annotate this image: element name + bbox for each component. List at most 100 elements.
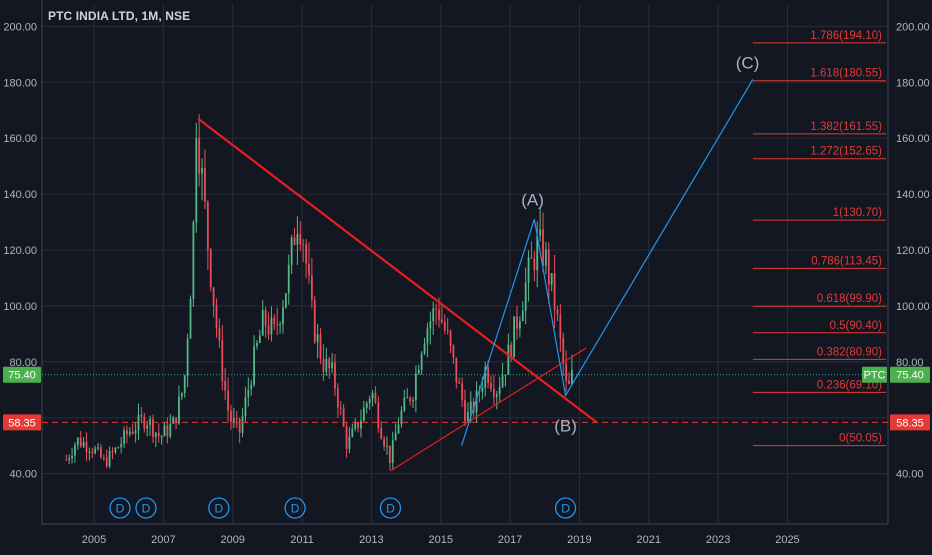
candle-body xyxy=(351,428,354,437)
candle-body xyxy=(530,257,533,259)
candle-body xyxy=(169,423,172,437)
candle-body xyxy=(539,229,542,236)
candle-body xyxy=(469,401,472,412)
candle-body xyxy=(568,380,570,385)
candle-body xyxy=(183,375,186,394)
y-tick-label-right: 180.00 xyxy=(896,77,930,89)
dividend-marker-label: D xyxy=(561,502,570,516)
fibonacci-extension: 0(50.05)0.236(69.10)0.382(80.90)0.5(90.4… xyxy=(752,30,886,447)
candle-body xyxy=(296,234,299,245)
candle-body xyxy=(105,457,108,467)
wave-path xyxy=(460,79,754,446)
y-tick-label-left: 140.00 xyxy=(3,189,37,201)
candle-body xyxy=(553,273,556,310)
grid xyxy=(42,4,888,524)
candle-body xyxy=(152,418,154,437)
candle-body xyxy=(227,390,229,411)
right-support-badge-text: 58.35 xyxy=(896,417,924,429)
candle-body xyxy=(308,263,310,276)
candle-body xyxy=(131,431,134,434)
y-tick-label-right: 160.00 xyxy=(896,133,930,145)
candle-body xyxy=(426,328,429,344)
candle-body xyxy=(362,407,365,421)
candle-body xyxy=(510,344,513,358)
candle-body xyxy=(97,447,99,449)
candle-body xyxy=(149,418,151,426)
candle-body xyxy=(527,257,530,283)
y-tick-label-left: 200.00 xyxy=(3,21,37,33)
candle-body xyxy=(201,168,203,174)
candle-body xyxy=(316,334,319,342)
fib-level-label: 0.786(113.45) xyxy=(811,255,882,267)
candle-body xyxy=(241,416,244,433)
candle-body xyxy=(357,422,359,429)
candle-body xyxy=(420,353,423,370)
candle-body xyxy=(172,417,175,424)
fib-level-label: 0.618(99.90) xyxy=(817,293,882,305)
candle-body xyxy=(438,309,440,320)
candle-body xyxy=(334,362,336,389)
candle-body xyxy=(556,309,559,315)
fib-level-label: 1.382(161.55) xyxy=(810,121,882,133)
candle-body xyxy=(74,444,76,456)
candle-body xyxy=(123,430,125,444)
x-tick-label: 2021 xyxy=(637,534,661,546)
candle-body xyxy=(495,394,498,397)
candle-body xyxy=(79,437,82,447)
candle-body xyxy=(432,308,435,322)
right-current-price-badge-bg xyxy=(890,366,930,383)
y-tick-label-left: 40.00 xyxy=(9,469,37,481)
y-tick-label-left: 100.00 xyxy=(3,301,37,313)
candle-body xyxy=(490,382,492,389)
candle-body xyxy=(178,396,180,424)
candle-body xyxy=(440,319,443,323)
candle-body xyxy=(134,430,137,434)
candle-body xyxy=(198,137,201,174)
candle-body xyxy=(498,386,501,395)
dividend-marker-label: D xyxy=(116,502,125,516)
candle-body xyxy=(192,222,195,299)
candle-body xyxy=(513,316,516,358)
candle-body xyxy=(65,459,68,461)
candle-body xyxy=(160,436,163,438)
candle-body xyxy=(120,443,123,448)
candle-body xyxy=(412,400,414,402)
candle-body xyxy=(261,310,264,336)
candle-body xyxy=(256,342,258,347)
fib-level-label: 1.272(152.65) xyxy=(810,146,882,158)
candle-body xyxy=(452,345,455,358)
x-tick-label: 2005 xyxy=(82,534,106,546)
candle-body xyxy=(282,307,284,325)
dividend-marker xyxy=(379,497,402,519)
candle-body xyxy=(76,437,79,445)
candle-body xyxy=(85,441,88,452)
candle-body xyxy=(157,432,160,437)
candle-body xyxy=(319,334,322,359)
candle-body xyxy=(391,440,394,463)
candle-body xyxy=(102,457,105,459)
candle-body xyxy=(516,316,518,329)
right-current-price-badge-text: 75.40 xyxy=(896,370,924,382)
candle-body xyxy=(114,448,117,453)
trendline-rising-support xyxy=(390,347,587,472)
candle-body xyxy=(258,335,261,343)
candle-body xyxy=(487,367,490,383)
candle-body xyxy=(238,418,241,433)
candle-body xyxy=(224,380,227,391)
dividend-marker xyxy=(135,497,157,519)
candle-body xyxy=(536,235,539,271)
candle-body xyxy=(204,168,206,202)
candle-body xyxy=(345,426,348,449)
candle-body xyxy=(484,367,487,388)
candle-body xyxy=(475,390,478,413)
fib-level-label: 1.786(194.10) xyxy=(810,30,882,42)
trendline-descending-resistance xyxy=(197,117,598,424)
x-tick-label: 2025 xyxy=(775,534,799,546)
candle-body xyxy=(429,321,432,329)
y-tick-label-right: 40.00 xyxy=(896,469,924,481)
candle-body xyxy=(273,317,276,324)
candle-body xyxy=(374,392,377,403)
candle-body xyxy=(521,310,524,321)
